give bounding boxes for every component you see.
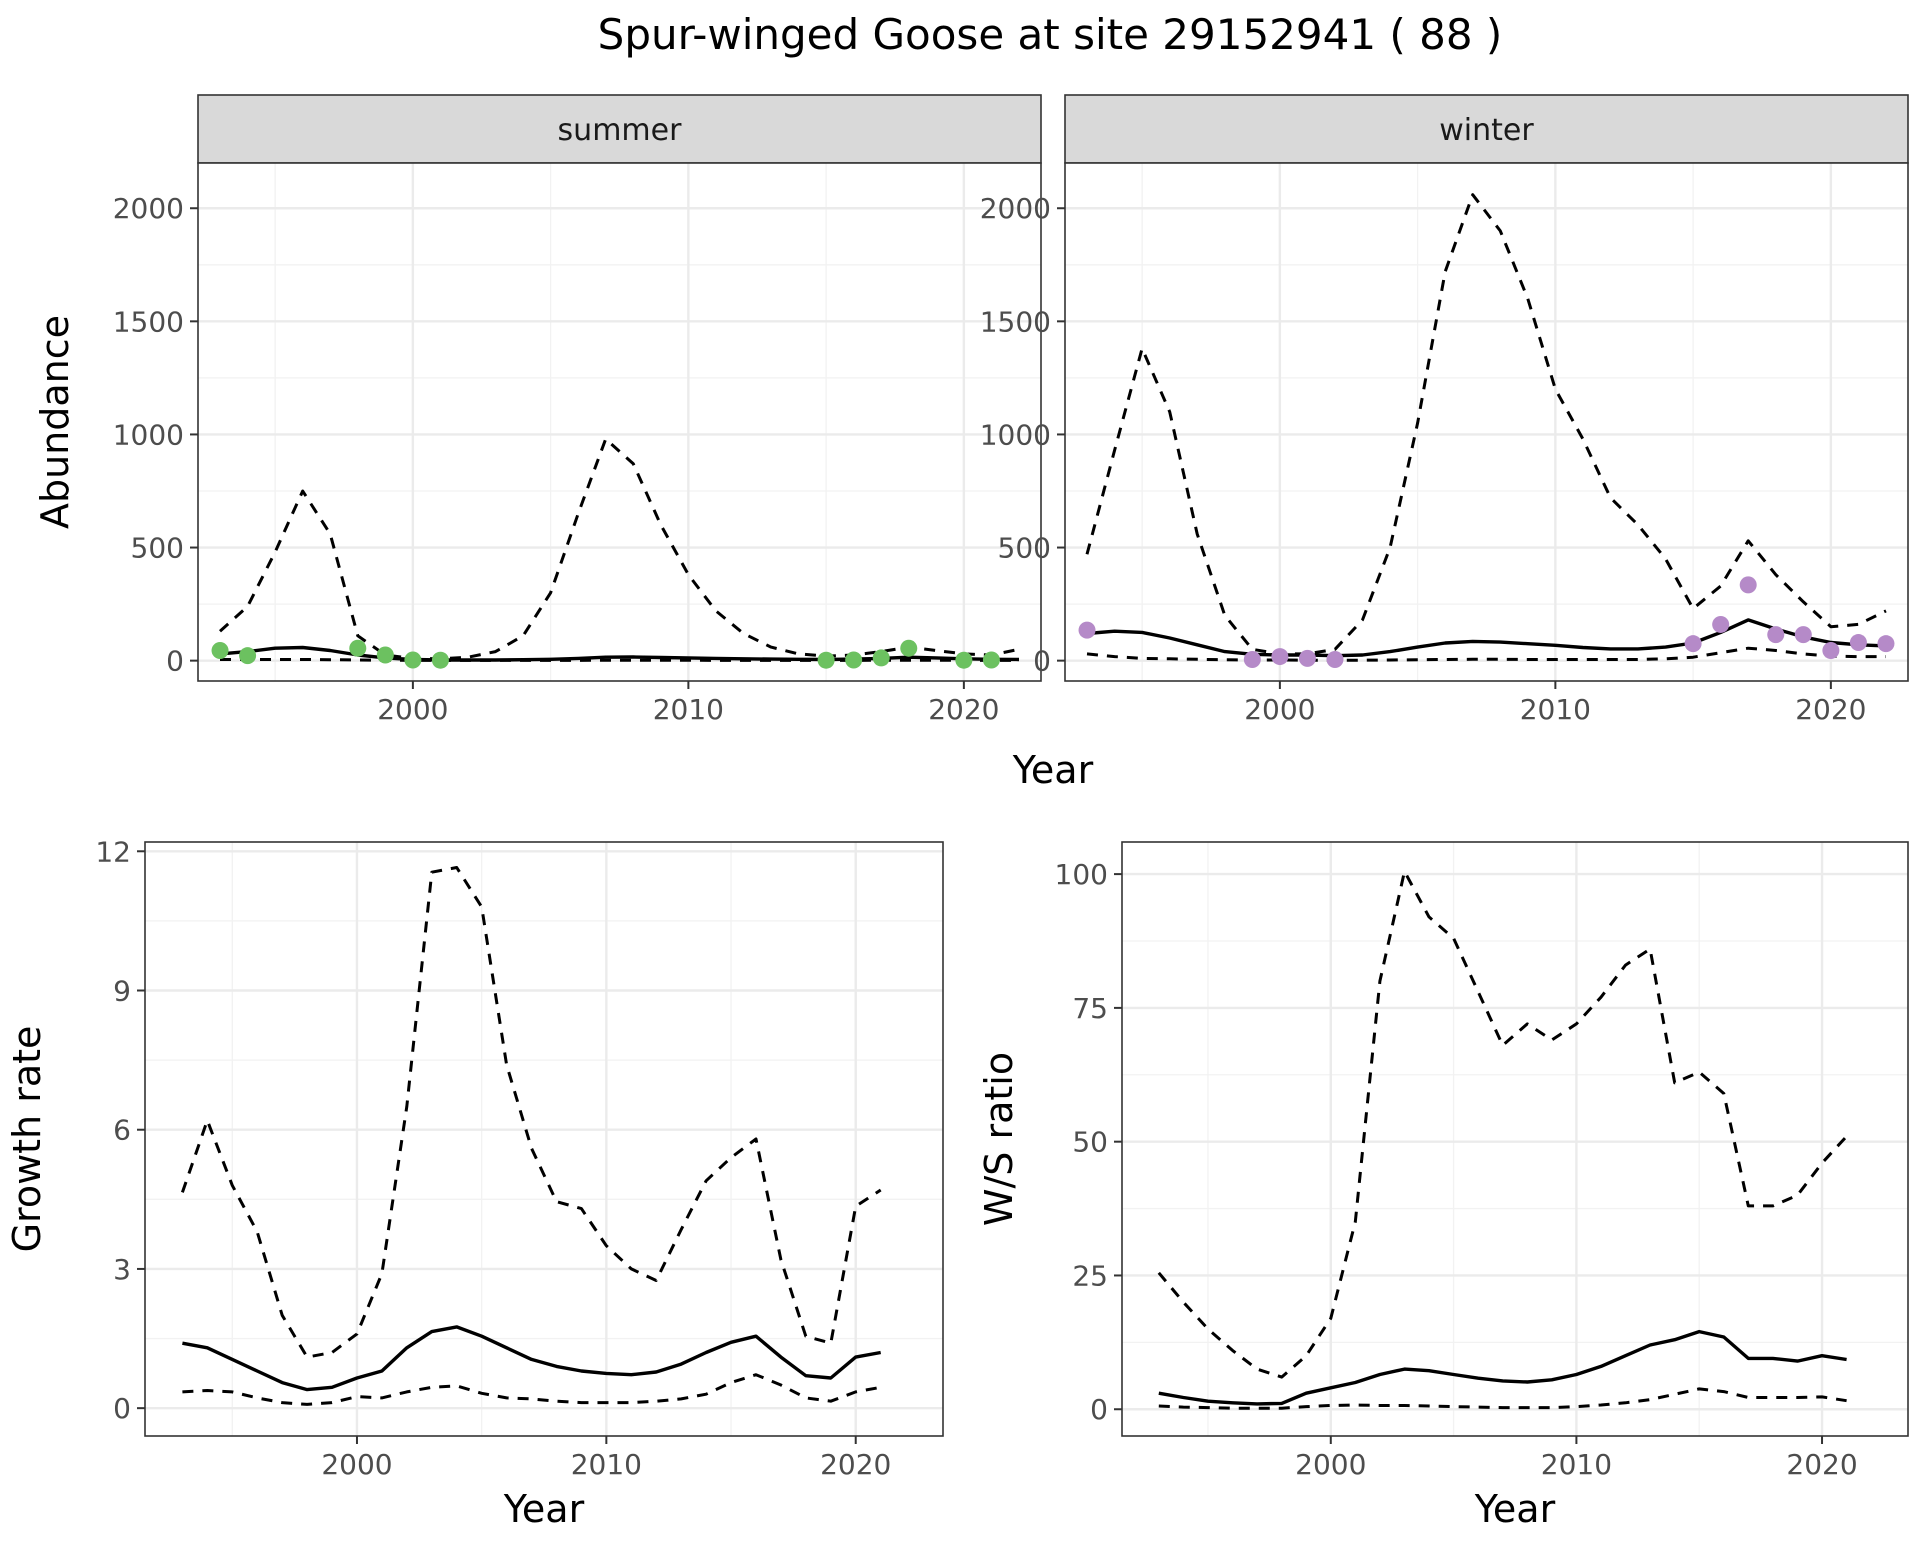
y-tick-label: 1500 xyxy=(980,305,1051,338)
panel-border xyxy=(1121,841,1909,1437)
data-point-winter xyxy=(1822,641,1840,659)
x-tick-label: 2010 xyxy=(571,1448,642,1481)
data-point-winter xyxy=(1739,576,1757,594)
facet-label: winter xyxy=(1439,113,1534,148)
y-tick-label: 2000 xyxy=(980,192,1051,225)
y-tick-label: 1000 xyxy=(980,418,1051,451)
series-layer xyxy=(1078,193,1895,669)
data-point-winter xyxy=(1326,651,1344,669)
panel-background xyxy=(198,163,1041,681)
x-axis-title: Year xyxy=(503,1487,585,1531)
data-point-summer xyxy=(376,646,394,664)
y-tick-label: 0 xyxy=(1033,645,1051,678)
y-tick-label: 0 xyxy=(166,645,184,678)
data-point-summer xyxy=(982,651,1000,669)
series-line-mean xyxy=(1086,618,1887,658)
x-tick-label: 2020 xyxy=(820,1448,891,1481)
facet-strip xyxy=(197,94,1042,164)
data-point-summer xyxy=(239,647,257,665)
series-line-lower xyxy=(1086,646,1886,662)
y-axis-title: Growth rate xyxy=(5,1026,49,1253)
series-line-upper xyxy=(1085,193,1887,656)
panel-border xyxy=(1064,162,1909,682)
x-tick-label: 2010 xyxy=(1541,1448,1612,1481)
series-layer xyxy=(1157,869,1848,1410)
y-tick-label: 100 xyxy=(1055,858,1108,891)
panel-background xyxy=(1065,163,1908,681)
y-tick-label: 75 xyxy=(1072,992,1108,1025)
data-point-winter xyxy=(1271,648,1289,666)
data-point-summer xyxy=(404,651,422,669)
chart-panel-winter: winter 2000 2010 2020 0 500 1000 1500 2000 xyxy=(980,94,1909,726)
y-tick-label: 1500 xyxy=(113,305,184,338)
data-point-winter xyxy=(1767,626,1785,644)
data-point-summer xyxy=(817,651,835,669)
data-point-summer xyxy=(872,649,890,667)
data-point-summer xyxy=(845,651,863,669)
panel-background xyxy=(145,842,943,1436)
x-tick-label: 2000 xyxy=(377,693,448,726)
y-tick-label: 2000 xyxy=(113,192,184,225)
y-tick-label: 500 xyxy=(998,532,1051,565)
data-point-summer xyxy=(955,651,973,669)
panel-background xyxy=(1122,842,1908,1436)
y-axis-title: W/S ratio xyxy=(977,1052,1021,1226)
data-point-winter xyxy=(1684,635,1702,653)
data-point-winter xyxy=(1243,651,1261,669)
x-axis-title-shared: Year xyxy=(1012,748,1094,792)
data-point-summer xyxy=(349,639,367,657)
y-axis-title: Abundance xyxy=(33,315,77,529)
series-line-mean xyxy=(182,1325,882,1392)
x-tick-label: 2000 xyxy=(321,1448,392,1481)
x-tick-label: 2020 xyxy=(1795,693,1866,726)
data-point-winter xyxy=(1877,635,1895,653)
panel-border xyxy=(197,162,1042,682)
data-point-summer xyxy=(431,651,449,669)
facet-label: summer xyxy=(558,113,683,148)
y-tick-label: 3 xyxy=(113,1253,131,1286)
x-tick-label: 2000 xyxy=(1295,1448,1366,1481)
chart-panel-panel-2: 2000 2010 2020 0 3 6 9 12 Growth rate Year xyxy=(5,835,944,1531)
series-line-mean xyxy=(1158,1329,1847,1406)
series-line-upper xyxy=(1157,869,1848,1379)
chart-panel-summer: summer 2000 2010 2020 0 500 1000 1500 2000 Abunda… xyxy=(33,94,1042,726)
x-tick-label: 2000 xyxy=(1244,693,1315,726)
x-axis-title: Year xyxy=(1474,1487,1556,1531)
x-tick-label: 2020 xyxy=(928,693,999,726)
data-point-winter xyxy=(1712,615,1730,633)
y-tick-label: 9 xyxy=(113,975,131,1008)
series-line-upper xyxy=(180,866,882,1359)
y-tick-label: 0 xyxy=(113,1392,131,1425)
y-tick-label: 1000 xyxy=(113,418,184,451)
y-tick-label: 0 xyxy=(1090,1393,1108,1426)
y-tick-label: 25 xyxy=(1072,1259,1108,1292)
data-point-summer xyxy=(900,639,918,657)
y-tick-label: 12 xyxy=(95,835,131,868)
panel-border xyxy=(144,841,944,1437)
x-tick-label: 2010 xyxy=(1520,693,1591,726)
data-point-winter xyxy=(1849,634,1867,652)
data-point-winter xyxy=(1794,626,1812,644)
figure-title: Spur-winged Goose at site 29152941 ( 88 … xyxy=(598,10,1503,59)
series-layer xyxy=(180,866,882,1406)
chart-panel-panel-3: 2000 2010 2020 0 25 50 75 100 W/S ratio Year xyxy=(977,841,1909,1531)
y-tick-label: 50 xyxy=(1072,1126,1108,1159)
x-tick-label: 2020 xyxy=(1786,1448,1857,1481)
y-tick-label: 6 xyxy=(113,1114,131,1147)
data-point-summer xyxy=(211,641,229,659)
y-tick-label: 500 xyxy=(131,532,184,565)
series-layer xyxy=(211,437,1020,669)
data-point-winter xyxy=(1078,621,1096,639)
facet-strip xyxy=(1064,94,1909,164)
x-tick-label: 2010 xyxy=(653,693,724,726)
series-line-lower xyxy=(1158,1387,1847,1410)
data-point-winter xyxy=(1298,649,1316,667)
